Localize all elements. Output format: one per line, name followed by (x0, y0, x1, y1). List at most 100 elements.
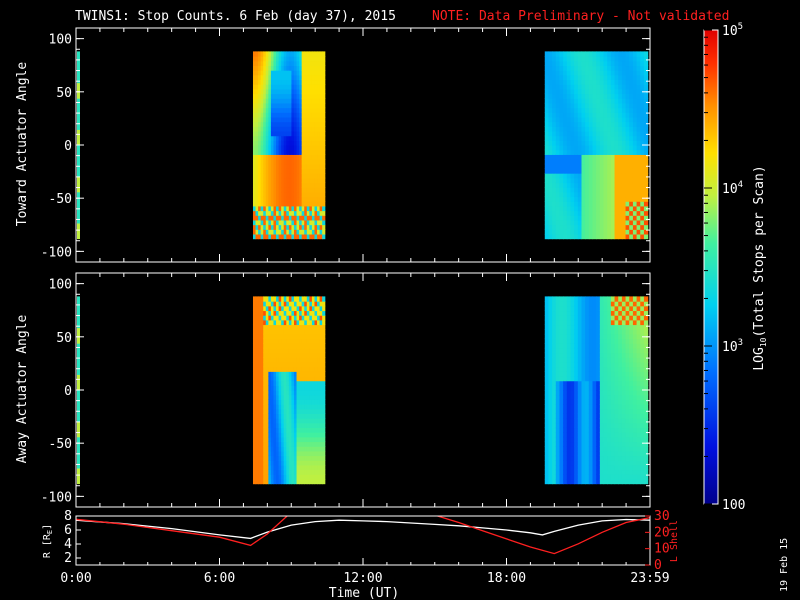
toward-cell (599, 149, 605, 155)
toward-cell (566, 191, 572, 198)
toward-cell (574, 79, 579, 85)
away-cell (566, 296, 572, 302)
toward-cell (306, 74, 310, 81)
away-cell (559, 361, 564, 368)
away-cell (276, 418, 280, 424)
toward-cell (314, 201, 318, 207)
toward-cell (552, 163, 557, 169)
away-cell (322, 333, 326, 340)
toward-cell (618, 229, 623, 235)
toward-cell (301, 140, 305, 146)
away-cell (306, 310, 310, 316)
away-cell (306, 432, 310, 438)
toward-cell (581, 173, 586, 179)
away-cell (552, 366, 557, 372)
toward-cell (618, 112, 623, 118)
away-cell (311, 432, 316, 438)
away-cell (596, 352, 601, 358)
away-cell (563, 315, 568, 321)
toward-cell (301, 159, 305, 165)
away-cell (281, 333, 285, 340)
away-cell (555, 338, 561, 344)
toward-cell (263, 163, 267, 169)
away-edge-cell (77, 405, 80, 422)
away-cell (607, 310, 612, 316)
toward-cell (548, 51, 553, 57)
away-cell (618, 315, 623, 321)
toward-cell (273, 102, 277, 109)
toward-cell (629, 173, 634, 179)
away-cell (293, 375, 298, 382)
away-cell (252, 390, 257, 396)
toward-cell (273, 191, 277, 198)
toward-cell (293, 130, 298, 137)
away-cell (596, 404, 601, 410)
toward-cell (559, 191, 564, 198)
toward-cell (314, 215, 318, 221)
toward-cell (559, 135, 564, 141)
away-cell (607, 464, 612, 471)
toward-cell (293, 201, 298, 207)
toward-cell (309, 84, 313, 90)
toward-cell (304, 88, 308, 95)
away-cell (301, 390, 305, 396)
toward-cell (265, 56, 269, 62)
toward-cell (596, 182, 601, 188)
away-cell (548, 371, 553, 377)
away-cell (265, 329, 269, 335)
toward-cell (618, 98, 623, 104)
toward-cell (585, 130, 590, 137)
toward-cell (607, 51, 612, 57)
away-cell (632, 404, 638, 410)
away-cell (643, 474, 649, 480)
away-cell (588, 310, 594, 316)
toward-cell (263, 88, 267, 95)
toward-cell (278, 229, 282, 235)
away-cell (258, 460, 262, 466)
toward-cell (563, 163, 568, 169)
toward-cell (559, 219, 564, 226)
toward-cell (278, 84, 282, 90)
toward-cell (592, 74, 597, 81)
away-cell (596, 427, 601, 433)
toward-cell (559, 88, 564, 95)
toward-cell (299, 74, 303, 81)
away-cell (625, 361, 630, 368)
away-cell (301, 427, 305, 433)
toward-cell (311, 135, 316, 141)
toward-cell (293, 229, 298, 235)
away-cell (293, 450, 298, 457)
toward-cell (570, 112, 575, 118)
away-cell (319, 324, 323, 330)
away-cell (618, 422, 623, 429)
toward-cell (643, 154, 649, 160)
toward-cell (592, 116, 597, 123)
away-cell (629, 324, 634, 330)
toward-cell (592, 102, 597, 109)
away-cell (309, 427, 313, 433)
toward-cell (552, 88, 557, 95)
toward-cell (632, 196, 638, 202)
toward-cell (286, 177, 290, 184)
away-cell (309, 399, 313, 405)
away-cell (288, 460, 293, 466)
away-cell (322, 464, 326, 471)
toward-cell (278, 60, 282, 67)
toward-cell (296, 149, 300, 155)
away-cell (288, 446, 293, 452)
away-cell (643, 380, 649, 386)
away-cell (563, 329, 568, 335)
toward-cell (548, 121, 553, 127)
toward-cell (319, 159, 323, 165)
away-cell (592, 469, 597, 475)
toward-cell (296, 79, 300, 85)
toward-cell (603, 191, 608, 198)
away-cell (588, 450, 594, 457)
toward-cell (301, 149, 305, 155)
away-cell (268, 310, 272, 316)
toward-cell (614, 196, 619, 202)
toward-cell (322, 135, 326, 141)
away-cell (585, 310, 590, 316)
away-cell (304, 474, 308, 480)
away-cell (268, 460, 272, 466)
